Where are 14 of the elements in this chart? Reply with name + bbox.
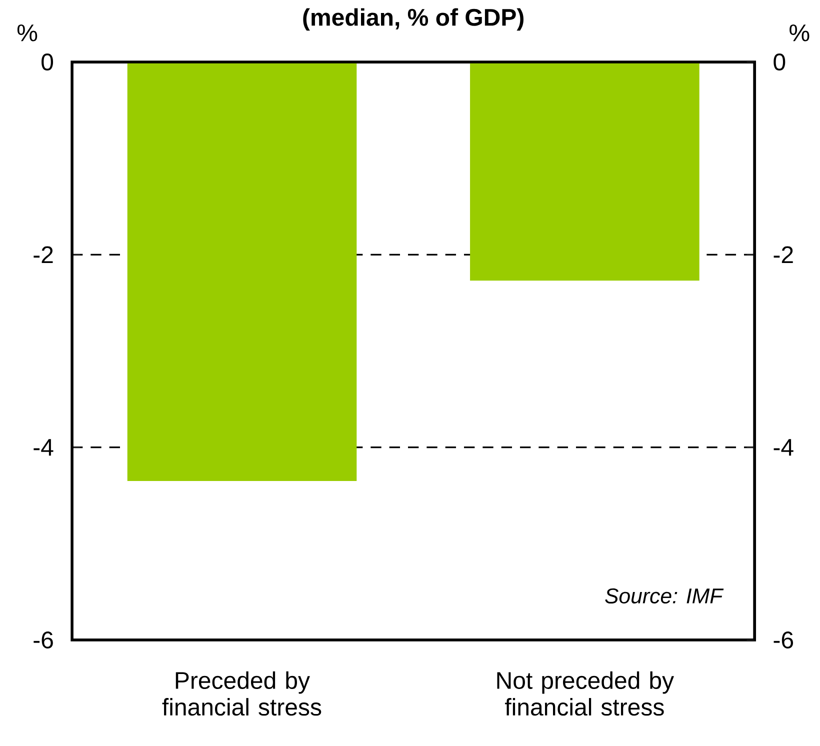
y-axis-title: % [17,24,38,42]
y2-tick-label: -6 [774,631,794,648]
y-tick-label: -6 [34,631,53,648]
x-tick-label: Preceded by financial stress [162,671,322,716]
y2-tick-label: -4 [774,439,794,456]
y2-tick-label: -2 [774,246,793,264]
y2-tick-label: 0 [774,53,786,70]
y2-axis-title: % [790,24,810,42]
annotation: Source: IMF [605,588,724,604]
y-tick-label: -4 [34,439,54,456]
y-tick-label: -2 [34,246,53,264]
chart-title: (median, % of GDP) [303,8,524,31]
x-tick-label: Not preceded by financial stress [497,671,674,716]
y-tick-label: 0 [42,53,54,70]
